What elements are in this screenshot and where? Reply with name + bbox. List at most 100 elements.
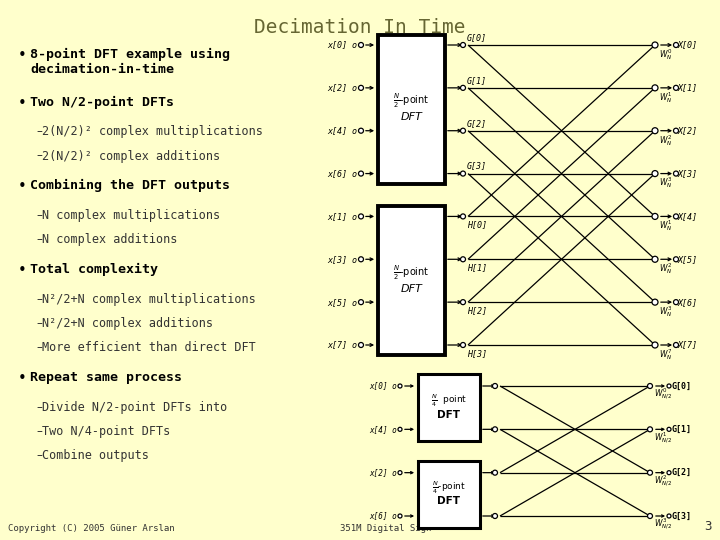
Circle shape bbox=[359, 85, 364, 90]
Text: More efficient than direct DFT: More efficient than direct DFT bbox=[42, 341, 256, 354]
Circle shape bbox=[492, 383, 498, 388]
Text: $W_N^1$: $W_N^1$ bbox=[659, 90, 672, 105]
Circle shape bbox=[492, 470, 498, 475]
Circle shape bbox=[673, 128, 678, 133]
Circle shape bbox=[673, 257, 678, 262]
Circle shape bbox=[667, 514, 671, 518]
Circle shape bbox=[673, 214, 678, 219]
Text: –: – bbox=[36, 401, 42, 414]
Circle shape bbox=[398, 427, 402, 431]
Circle shape bbox=[652, 256, 658, 262]
Text: •: • bbox=[18, 48, 27, 63]
Circle shape bbox=[461, 214, 466, 219]
Circle shape bbox=[359, 214, 364, 219]
Text: –: – bbox=[36, 425, 42, 438]
Circle shape bbox=[652, 299, 658, 305]
Circle shape bbox=[461, 128, 466, 133]
Text: –: – bbox=[36, 293, 42, 306]
Circle shape bbox=[673, 171, 678, 176]
Text: $W_N^7$: $W_N^7$ bbox=[659, 347, 672, 362]
Text: G[3]: G[3] bbox=[467, 161, 487, 171]
Text: DFT: DFT bbox=[438, 410, 461, 420]
Circle shape bbox=[461, 300, 466, 305]
Text: x[7] o: x[7] o bbox=[327, 341, 357, 349]
Text: x[4] o: x[4] o bbox=[327, 126, 357, 135]
Circle shape bbox=[359, 257, 364, 262]
Text: 2(N/2)² complex multiplications: 2(N/2)² complex multiplications bbox=[42, 125, 263, 138]
Text: Total complexity: Total complexity bbox=[30, 263, 158, 276]
Text: $W_N^2$: $W_N^2$ bbox=[659, 261, 672, 276]
Circle shape bbox=[492, 514, 498, 518]
Text: $W_{N/2}^3$: $W_{N/2}^3$ bbox=[654, 517, 672, 532]
Circle shape bbox=[652, 171, 658, 177]
Circle shape bbox=[647, 383, 652, 388]
Circle shape bbox=[652, 42, 658, 48]
Text: DFT: DFT bbox=[400, 284, 423, 294]
Circle shape bbox=[359, 128, 364, 133]
Text: G[1]: G[1] bbox=[671, 425, 691, 434]
Circle shape bbox=[652, 342, 658, 348]
Text: $W_N^2$: $W_N^2$ bbox=[659, 133, 672, 147]
Text: Combine outputs: Combine outputs bbox=[42, 449, 149, 462]
Bar bbox=[378, 35, 445, 184]
Bar bbox=[378, 206, 445, 355]
Text: –: – bbox=[36, 317, 42, 330]
Text: –: – bbox=[36, 125, 42, 138]
Circle shape bbox=[652, 128, 658, 134]
Text: X[2]: X[2] bbox=[678, 126, 698, 135]
Text: N²/2+N complex multiplications: N²/2+N complex multiplications bbox=[42, 293, 256, 306]
Text: Copyright (C) 2005 Güner Arslan: Copyright (C) 2005 Güner Arslan bbox=[8, 524, 175, 533]
Text: x[2] o: x[2] o bbox=[327, 83, 357, 92]
Text: –: – bbox=[36, 233, 42, 246]
Text: $W_{N/2}^0$: $W_{N/2}^0$ bbox=[654, 387, 672, 402]
Circle shape bbox=[652, 213, 658, 219]
Text: X[7]: X[7] bbox=[678, 341, 698, 349]
Text: Combining the DFT outputs: Combining the DFT outputs bbox=[30, 179, 230, 192]
Text: X[3]: X[3] bbox=[678, 169, 698, 178]
Text: –: – bbox=[36, 449, 42, 462]
Circle shape bbox=[673, 300, 678, 305]
Text: x[6] o: x[6] o bbox=[327, 169, 357, 178]
Text: G[1]: G[1] bbox=[467, 76, 487, 85]
Circle shape bbox=[359, 342, 364, 348]
Text: x[3] o: x[3] o bbox=[327, 255, 357, 264]
Circle shape bbox=[647, 470, 652, 475]
Circle shape bbox=[667, 471, 671, 475]
Circle shape bbox=[652, 85, 658, 91]
Text: G[0]: G[0] bbox=[671, 381, 691, 390]
Text: Divide N/2-point DFTs into: Divide N/2-point DFTs into bbox=[42, 401, 228, 414]
Text: $W_N^3$: $W_N^3$ bbox=[659, 176, 672, 191]
Text: $\frac{N}{4}$  point: $\frac{N}{4}$ point bbox=[431, 393, 467, 409]
Text: $W_N^1$: $W_N^1$ bbox=[659, 218, 672, 233]
Text: 351M Digital Sign: 351M Digital Sign bbox=[340, 524, 431, 533]
Text: •: • bbox=[18, 263, 27, 278]
Text: $W_N^0$: $W_N^0$ bbox=[659, 47, 672, 62]
Text: x[5] o: x[5] o bbox=[327, 298, 357, 307]
Text: N complex additions: N complex additions bbox=[42, 233, 177, 246]
Circle shape bbox=[673, 43, 678, 48]
Circle shape bbox=[461, 171, 466, 176]
Text: X[5]: X[5] bbox=[678, 255, 698, 264]
Text: $\frac{N}{4}$-point: $\frac{N}{4}$-point bbox=[432, 479, 466, 496]
Text: 8-point DFT example using
decimation-in-time: 8-point DFT example using decimation-in-… bbox=[30, 48, 230, 76]
Text: G[3]: G[3] bbox=[671, 511, 691, 521]
Circle shape bbox=[359, 43, 364, 48]
Text: H[3]: H[3] bbox=[467, 349, 487, 358]
Circle shape bbox=[398, 471, 402, 475]
Text: $W_{N/2}^1$: $W_{N/2}^1$ bbox=[654, 430, 672, 445]
Text: X[4]: X[4] bbox=[678, 212, 698, 221]
Text: x[1] o: x[1] o bbox=[327, 212, 357, 221]
Circle shape bbox=[673, 342, 678, 348]
Text: Two N/4-point DFTs: Two N/4-point DFTs bbox=[42, 425, 170, 438]
Text: –: – bbox=[36, 209, 42, 222]
Circle shape bbox=[667, 427, 671, 431]
Text: •: • bbox=[18, 179, 27, 194]
Circle shape bbox=[647, 427, 652, 432]
Text: X[6]: X[6] bbox=[678, 298, 698, 307]
Text: Decimation In Time: Decimation In Time bbox=[254, 18, 466, 37]
Circle shape bbox=[359, 171, 364, 176]
Text: Two N/2-point DFTs: Two N/2-point DFTs bbox=[30, 96, 174, 109]
Circle shape bbox=[398, 514, 402, 518]
Text: G[0]: G[0] bbox=[467, 33, 487, 42]
Text: –: – bbox=[36, 341, 42, 354]
